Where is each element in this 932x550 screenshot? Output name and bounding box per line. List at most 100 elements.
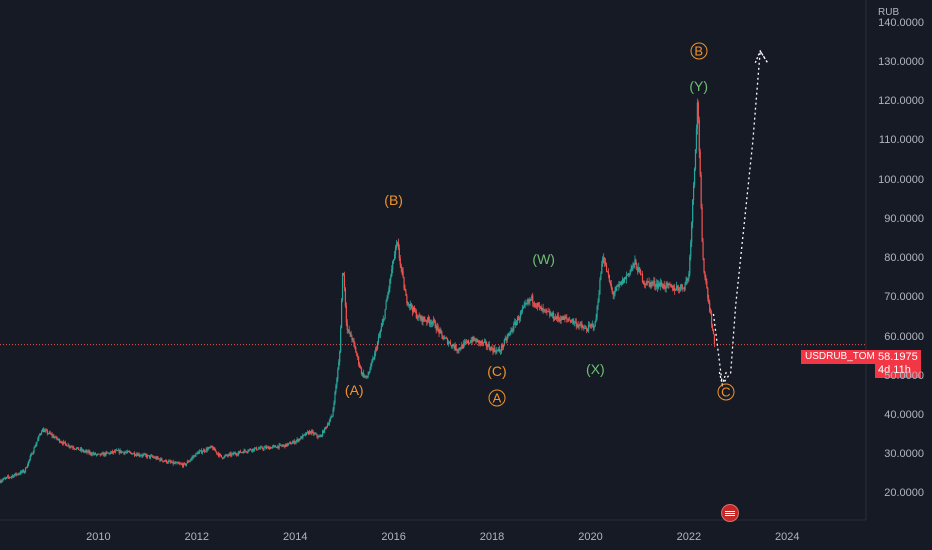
candle-body <box>246 451 248 453</box>
candle-body <box>197 452 199 455</box>
candle-body <box>435 327 437 330</box>
candle-body <box>634 259 636 265</box>
candle-body <box>151 455 153 457</box>
candle-body <box>464 342 467 343</box>
candle-body <box>51 434 53 437</box>
candle-body <box>547 311 549 313</box>
candle-body <box>409 304 411 307</box>
candle-body <box>549 311 551 316</box>
candle-body <box>592 324 594 328</box>
projection-arrowhead-up <box>754 49 769 64</box>
candle-body <box>480 341 482 344</box>
candle-body <box>492 349 494 353</box>
candle-body <box>209 447 211 448</box>
candle-body <box>186 461 188 464</box>
candle-body <box>388 288 390 293</box>
candle-body <box>230 453 232 456</box>
candle-body <box>270 447 273 449</box>
candle-body <box>574 321 576 323</box>
candle-body <box>608 274 610 282</box>
candle-body <box>85 450 87 452</box>
candle-body <box>691 222 693 243</box>
y-tick-label: 70.0000 <box>884 291 924 304</box>
candle-body <box>635 259 637 265</box>
candle-body <box>489 348 491 351</box>
candle-body <box>249 448 251 450</box>
candle-body <box>698 119 700 152</box>
candle-body <box>417 315 419 318</box>
candle-body <box>473 336 475 341</box>
candle-body <box>655 286 657 287</box>
candle-body <box>517 317 520 320</box>
candle-body <box>215 450 217 452</box>
candle-body <box>606 271 609 273</box>
candle-body <box>418 315 420 318</box>
candle-body <box>216 451 218 454</box>
candle-body <box>350 332 352 337</box>
candle-body <box>182 464 184 467</box>
candle-body <box>382 318 384 323</box>
candle-body <box>63 441 65 443</box>
candle-body <box>64 442 66 444</box>
candle-body <box>636 264 638 270</box>
candle-body <box>411 308 414 312</box>
candle-body <box>522 306 524 309</box>
candle-body <box>247 451 249 452</box>
candle-body <box>442 335 444 340</box>
candle-body <box>168 461 170 462</box>
candle-body <box>154 457 156 459</box>
candle-body <box>448 342 451 343</box>
candle-body <box>386 297 388 302</box>
candle-body <box>286 443 288 446</box>
candle-body <box>181 463 183 465</box>
candle-body <box>48 432 50 434</box>
candle-body <box>527 300 529 303</box>
candle-body <box>640 269 642 275</box>
candle-body <box>15 473 17 475</box>
candle-body <box>391 269 393 277</box>
candle-body <box>293 440 295 444</box>
candle-body <box>376 342 379 350</box>
candle-body <box>237 452 240 455</box>
candle-body <box>573 321 575 324</box>
candle-body <box>171 461 173 463</box>
candle-body <box>102 453 104 456</box>
candle-body <box>640 274 643 275</box>
candle-body <box>157 457 159 459</box>
candle-body <box>613 293 615 296</box>
candle-body <box>105 452 107 456</box>
candle-body <box>590 324 593 326</box>
candle-body <box>35 444 37 447</box>
candle-body <box>498 349 500 351</box>
candle-body <box>660 282 663 286</box>
candle-body <box>232 452 234 454</box>
candle-body <box>36 441 38 445</box>
candle-body <box>307 432 310 435</box>
candle-body <box>582 327 584 329</box>
candle-body <box>682 288 684 289</box>
candle-body <box>166 462 169 464</box>
candle-body <box>404 288 406 292</box>
candle-body <box>112 451 115 453</box>
candle-body <box>354 343 356 348</box>
candle-body <box>148 455 151 458</box>
candle-body <box>251 450 253 451</box>
us-flag-icon[interactable] <box>721 504 739 522</box>
candle-body <box>359 366 362 368</box>
candle-body <box>629 270 631 275</box>
candle-body <box>612 292 614 296</box>
candle-body <box>704 271 706 278</box>
candle-body <box>488 344 490 349</box>
candle-body <box>689 256 691 274</box>
candle-body <box>94 453 96 455</box>
candle-body <box>133 452 135 456</box>
candle-body <box>291 442 293 444</box>
projection-path <box>712 49 769 387</box>
candle-body <box>622 278 625 283</box>
candle-body <box>463 342 465 349</box>
candle-body <box>284 444 286 448</box>
candle-body <box>259 447 261 449</box>
candle-body <box>374 352 376 360</box>
candle-body <box>39 434 41 436</box>
